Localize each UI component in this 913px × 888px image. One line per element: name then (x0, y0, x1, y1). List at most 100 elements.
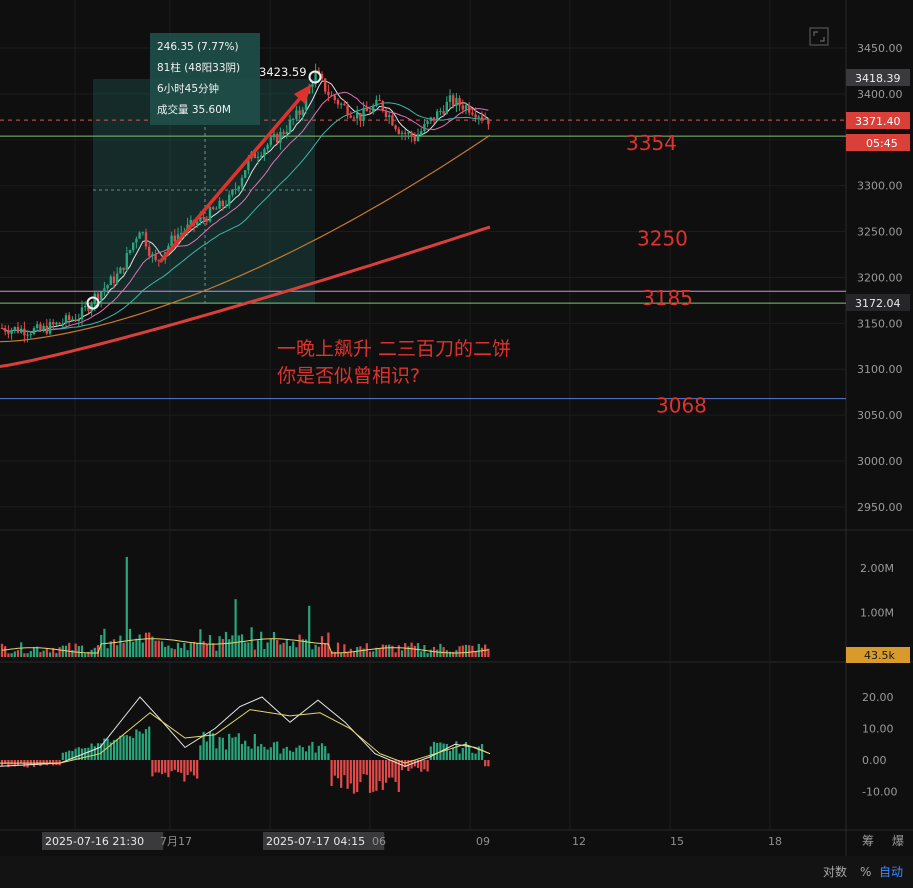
measure-info-line: 81柱 (48阳33阴) (157, 61, 240, 74)
macd-bar (141, 733, 144, 760)
macd-bar (192, 760, 196, 776)
candle-body (279, 131, 282, 143)
volume-bar (173, 649, 176, 657)
candle-body (116, 273, 119, 284)
macd-bar (202, 731, 205, 760)
price-tick-label: 3000.00 (857, 455, 903, 468)
volume-bar (141, 642, 144, 657)
macd-bar (199, 745, 202, 760)
volume-bar (32, 647, 36, 657)
macd-bar (157, 760, 160, 773)
candle-body (420, 131, 423, 136)
candle-body (394, 125, 397, 130)
volume-bar (13, 651, 16, 657)
candle-body (298, 110, 301, 115)
volume-bar (288, 645, 292, 657)
candle-body (167, 246, 170, 253)
macd-bar (160, 760, 164, 775)
volume-bar (420, 651, 423, 657)
candle-body (26, 334, 29, 336)
ma-teal (1, 102, 489, 333)
macd-bar (317, 745, 320, 760)
candle-body (218, 200, 221, 209)
volume-bar (52, 647, 55, 657)
volume-bar (4, 646, 7, 657)
volume-bar (388, 644, 391, 657)
volume-bar (96, 645, 100, 657)
candle-body (240, 177, 244, 187)
macd-bar (112, 739, 116, 760)
macd-bar (304, 751, 308, 760)
time-label: 06 (372, 835, 386, 848)
candle-body (144, 232, 148, 247)
volume-bar (167, 645, 170, 657)
volume-bar (116, 645, 119, 657)
volume-bar (407, 646, 410, 657)
macd-bar (276, 741, 279, 760)
volume-bar (170, 648, 173, 657)
macd-bar (109, 742, 112, 760)
candle-body (93, 293, 96, 305)
candle-body (343, 103, 346, 106)
volume-bar (64, 645, 68, 657)
price-tags: 3418.39 3371.40 05:45 3172.04 (846, 69, 910, 311)
candle-body (429, 117, 432, 122)
measure-end-marker (308, 70, 322, 84)
measure-info-line: 246.35 (7.77%) (157, 41, 239, 53)
volume-bar (359, 646, 362, 657)
candle-body (362, 107, 365, 121)
candle-body (471, 112, 474, 115)
macd-bar (61, 752, 64, 760)
fullscreen-icon[interactable] (809, 27, 829, 46)
measure-info-line: 6小时45分钟 (157, 82, 219, 95)
macd-dif (0, 696, 491, 767)
ma-orange (0, 134, 491, 343)
macd-bar (167, 760, 170, 778)
candle-body (327, 91, 330, 96)
macd-bar (359, 760, 362, 783)
macd-bar (116, 739, 119, 760)
footer-item: % (860, 865, 871, 879)
candle-body (413, 136, 416, 141)
volume-bar (218, 636, 221, 657)
macd-bar (253, 734, 256, 760)
volume-bar (442, 647, 445, 657)
macd-bar (333, 760, 336, 776)
volume-bar (333, 651, 336, 657)
volume-bar (208, 635, 212, 657)
price-tag-bg (846, 134, 910, 151)
macd-bar (378, 760, 381, 782)
volume-bar (138, 634, 141, 657)
level-label: 3185 (642, 286, 693, 310)
macd-bar (240, 743, 244, 760)
candle-body (468, 105, 471, 113)
candle-body (42, 325, 45, 330)
time-label: 2025-07-17 04:15 (266, 835, 365, 848)
macd-bar (180, 760, 183, 773)
macd-bar (42, 760, 45, 765)
volume-bar (135, 638, 138, 657)
volume-bar (231, 635, 234, 657)
macd-bar (464, 742, 468, 760)
volume-bar (20, 642, 23, 657)
macd-bar (138, 731, 141, 760)
macd-bar (455, 741, 458, 760)
candle-body (340, 103, 343, 105)
volume-bar (48, 652, 52, 657)
candle-body (336, 100, 340, 105)
volume-bar (253, 649, 256, 657)
volume-bar (471, 645, 474, 657)
candle-body (196, 221, 199, 226)
measure-start-marker (86, 296, 100, 310)
candle-body (103, 288, 106, 292)
horizontal-levels (0, 119, 846, 400)
macd-bar (237, 733, 240, 760)
macd-bar (135, 729, 138, 760)
candle-body (474, 114, 477, 118)
macd-bar (282, 748, 285, 760)
volume-bar (157, 640, 160, 657)
candle-body (368, 111, 372, 113)
macd-bar (144, 729, 148, 760)
